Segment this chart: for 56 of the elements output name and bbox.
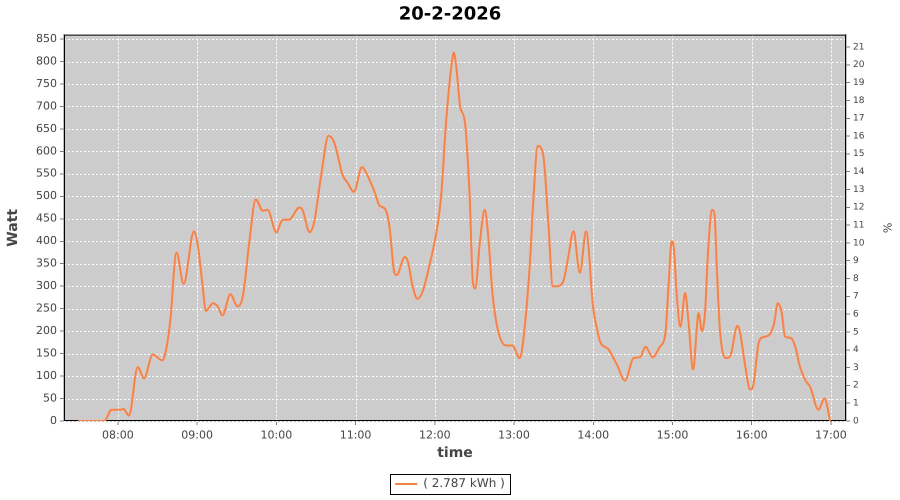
y2-tick-label: 13 [853, 184, 864, 195]
x-tick-label: 12:00 [418, 428, 451, 442]
y2-tick-label: 14 [853, 167, 865, 178]
chart-title: 20-2-2026 [398, 3, 502, 24]
y-tick-label: 350 [36, 256, 57, 270]
y-tick-label: 500 [36, 189, 57, 202]
y-tick-label: 450 [36, 212, 57, 225]
x-axis-title: time [437, 445, 473, 462]
y2-tick-label: 9 [853, 256, 859, 266]
y-tick-label: 750 [36, 76, 57, 90]
x-tick-label: 17:00 [815, 428, 847, 442]
y-tick-label: 700 [36, 99, 57, 112]
y-tick-label: 800 [36, 54, 57, 68]
y2-tick-label: 2 [853, 380, 859, 391]
y2-tick-label: 8 [853, 274, 859, 284]
x-tick-label: 09:00 [181, 428, 213, 442]
y2-axis-title: % [880, 222, 894, 234]
y2-tick-label: 7 [853, 292, 859, 302]
y-tick-label: 100 [36, 368, 57, 382]
y2-tick-label: 11 [853, 220, 864, 230]
x-tick-label: 14:00 [577, 428, 610, 442]
x-tick-label: 13:00 [498, 428, 530, 442]
y-tick-label: 850 [36, 32, 57, 45]
y-tick-label: 600 [36, 144, 57, 158]
y2-tick-label: 20 [853, 60, 865, 70]
y2-tick-label: 1 [853, 398, 859, 409]
x-tick-label: 10:00 [260, 428, 292, 442]
y-axis-title: Watt [5, 208, 22, 247]
y2-tick-label: 15 [853, 149, 864, 160]
y2-tick-label: 16 [853, 131, 865, 142]
y2-tick-label: 10 [853, 238, 865, 248]
y-tick-label: 150 [36, 346, 57, 360]
y2-tick-label: 19 [853, 78, 865, 88]
x-tick-label: 16:00 [736, 428, 768, 442]
y2-tick-label: 4 [853, 345, 859, 356]
y2-tick-label: 6 [853, 310, 859, 320]
x-tick-label: 08:00 [102, 428, 134, 442]
legend-label: ( 2.787 kWh ) [423, 476, 505, 490]
y2-tick-label: 5 [853, 327, 859, 338]
y2-tick-label: 12 [853, 202, 864, 213]
y-tick-label: 250 [36, 302, 57, 315]
x-tick-label: 11:00 [340, 428, 372, 442]
y2-tick-label: 18 [853, 96, 865, 106]
y-tick-label: 650 [36, 122, 57, 135]
y-tick-label: 300 [36, 279, 57, 292]
line-series [77, 52, 832, 421]
y2-tick-label: 3 [853, 362, 859, 373]
y-tick-label: 50 [43, 391, 57, 404]
y-tick-label: 550 [36, 166, 57, 180]
y-tick-label: 400 [36, 234, 57, 248]
x-tick-label: 15:00 [656, 428, 688, 442]
y2-tick-label: 21 [853, 42, 864, 52]
y-tick-label: 0 [50, 414, 57, 427]
y-tick-label: 200 [36, 324, 57, 337]
y2-tick-label: 17 [853, 114, 864, 124]
y2-tick-label: 0 [853, 416, 859, 426]
